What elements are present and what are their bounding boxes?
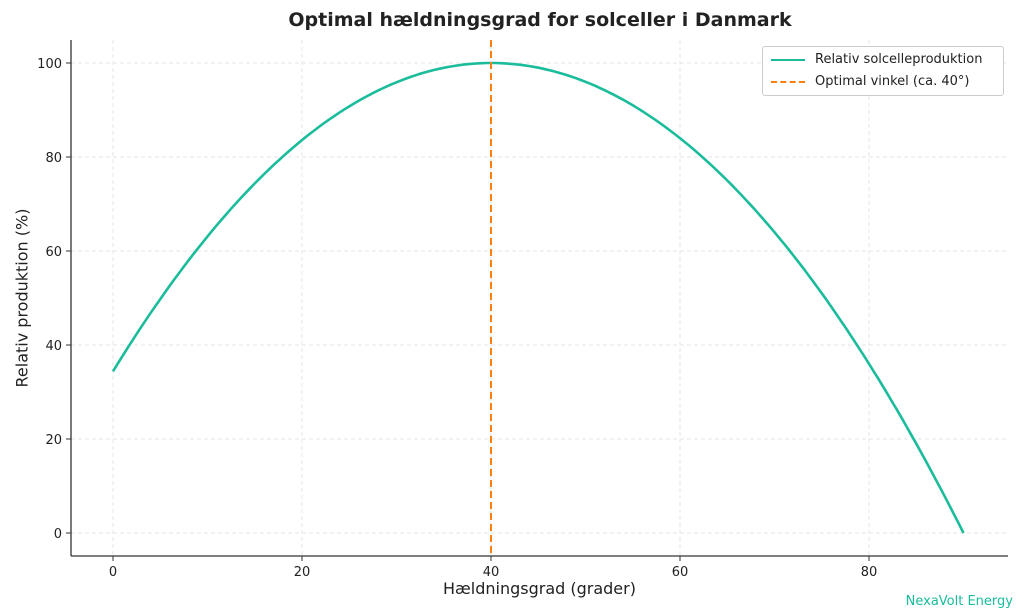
brand-watermark: NexaVolt Energy <box>905 594 1013 609</box>
grid-lines <box>71 40 1008 556</box>
svg-text:20: 20 <box>45 433 62 448</box>
y-axis-label: Relativ produktion (%) <box>12 208 32 388</box>
svg-text:20: 20 <box>294 565 311 580</box>
chart-title: Optimal hældningsgrad for solceller i Da… <box>288 9 792 31</box>
svg-text:60: 60 <box>672 565 689 580</box>
x-axis-label: Hældningsgrad (grader) <box>443 579 636 598</box>
svg-text:80: 80 <box>861 565 878 580</box>
svg-text:80: 80 <box>45 151 62 166</box>
svg-text:100: 100 <box>37 57 62 72</box>
svg-text:40: 40 <box>45 339 62 354</box>
dashed-line-icon <box>771 80 805 83</box>
legend-item-optimal: Optimal vinkel (ca. 40°) <box>771 74 969 89</box>
production-curve <box>111 61 965 534</box>
svg-text:0: 0 <box>54 527 62 542</box>
legend-item-curve: Relativ solcelleproduktion <box>771 52 982 67</box>
svg-text:40: 40 <box>483 565 500 580</box>
solid-line-icon <box>771 58 805 61</box>
axes: 0 20 40 60 80 0 20 40 60 80 100 <box>37 40 1008 580</box>
legend: Relativ solcelleproduktion Optimal vinke… <box>762 46 1004 96</box>
svg-text:0: 0 <box>109 565 117 580</box>
svg-text:60: 60 <box>45 245 62 260</box>
